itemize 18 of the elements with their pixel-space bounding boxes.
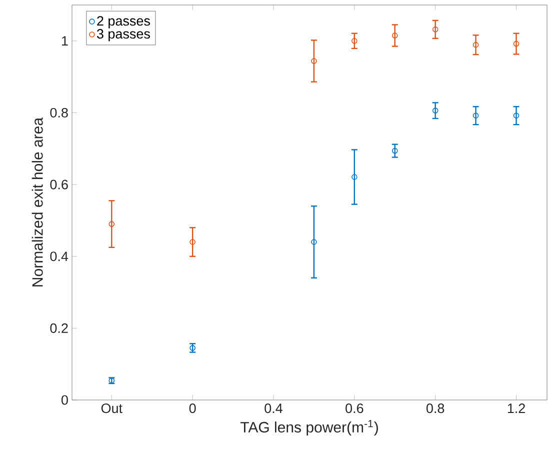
x-tick-label: 1.2 bbox=[508, 404, 525, 413]
legend-label: 2 passes bbox=[97, 16, 150, 28]
legend-label: 3 passes bbox=[96, 29, 150, 42]
y-axis-title: Normalized exit hole area bbox=[32, 118, 43, 286]
x-tick-label: 0 bbox=[189, 404, 196, 414]
y-tick-label: 0.8 bbox=[50, 108, 68, 118]
y-tick-label: 0.6 bbox=[50, 180, 68, 190]
x-tick-label: Out bbox=[101, 404, 122, 414]
y-tick-label: 0 bbox=[61, 395, 68, 405]
point bbox=[190, 345, 196, 351]
y-tick-label: 0.4 bbox=[50, 252, 68, 262]
x-tick-label: 0.6 bbox=[346, 404, 364, 414]
x-axis-title: TAG lens power(m$^{-1}$) bbox=[240, 420, 378, 436]
x-tick-label: 0.4 bbox=[264, 404, 282, 414]
point bbox=[392, 148, 398, 154]
x-tick-label: 0.8 bbox=[426, 404, 444, 414]
y-tick-label: 0.2 bbox=[50, 323, 68, 333]
y-tick-label: 1 bbox=[62, 36, 68, 46]
